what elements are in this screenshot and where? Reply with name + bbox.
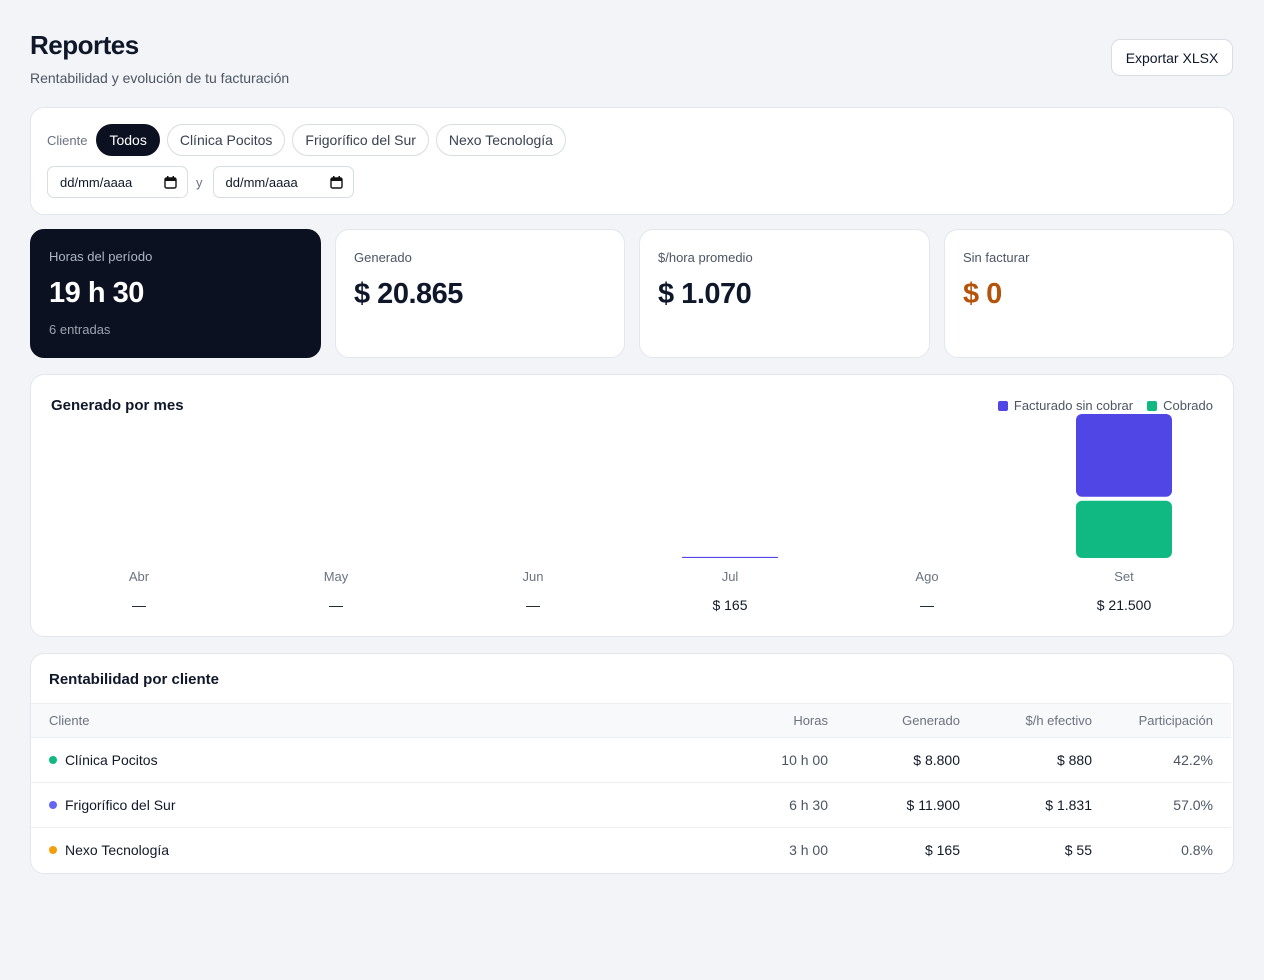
calendar-icon — [164, 175, 177, 189]
client-dot — [49, 756, 57, 764]
table-row: Clínica Pocitos 10 h 00 $ 8.800 $ 880 42.2% — [31, 737, 1231, 783]
table-cell: $ 8.800 — [829, 737, 961, 783]
bar-segment — [1076, 414, 1172, 497]
stat-value: $ 1.070 — [658, 278, 752, 310]
stat-value: $ 20.865 — [354, 278, 463, 310]
stat-note: 6 entradas — [49, 322, 111, 337]
stat-label: $/hora promedio — [658, 250, 753, 265]
client-name: Frigorífico del Sur — [65, 797, 176, 813]
client-table: Cliente Horas Generado $/h efectivo Particip… — [31, 703, 1231, 873]
table-title: Rentabilidad por cliente — [49, 671, 220, 688]
legend: Facturado sin cobrar Cobrado — [997, 398, 1213, 413]
table-row: Frigorífico del Sur 6 h 30 $ 11.900 $ 1.831… — [31, 782, 1231, 828]
client-chip[interactable]: Todos — [96, 124, 160, 156]
stat-label: Generado — [354, 250, 412, 265]
chart: Abr — May — Jun — Jul $ 165 Ago — Set $ 21.500 — [129, 414, 1172, 613]
bar-segment — [682, 556, 778, 558]
page-subtitle: Rentabilidad y evolución de tu facturaci… — [30, 70, 290, 86]
table-cell: 42.2% — [1093, 737, 1231, 783]
x-tick-label: Jul — [722, 569, 739, 584]
date-from[interactable]: dd/mm/aaaa — [47, 166, 188, 198]
client-cell: Clínica Pocitos — [31, 737, 697, 783]
legend-item: Facturado sin cobrar — [997, 398, 1134, 413]
legend-label: Cobrado — [1163, 398, 1213, 413]
value-label: $ 165 — [712, 597, 747, 613]
table-cell: $ 1.831 — [961, 782, 1093, 828]
table-cell: $ 11.900 — [829, 782, 961, 828]
column-header: Participación — [1093, 703, 1231, 738]
client-name: Nexo Tecnología — [65, 842, 170, 859]
x-tick-label: Ago — [915, 569, 938, 584]
stat-label: Horas del período — [49, 249, 153, 264]
value-label: $ 21.500 — [1097, 597, 1152, 613]
date-range: dd/mm/aaaa y dd/mm/aaaa — [47, 166, 354, 198]
value-label: — — [132, 597, 146, 613]
date-separator: y — [196, 174, 203, 190]
table-body: Clínica Pocitos 10 h 00 $ 8.800 $ 880 42.2% F… — [31, 737, 1231, 873]
stat-value: 19 h 30 — [49, 277, 144, 309]
filter-card: Cliente Todos Clínica Pocitos Frigorífic… — [30, 107, 1234, 215]
client-dot — [49, 846, 57, 855]
legend-swatch — [997, 401, 1008, 411]
table-card: Rentabilidad por cliente Cliente Horas Gen… — [30, 653, 1234, 874]
date-to-text: dd/mm/aaaa — [225, 174, 298, 190]
date-to[interactable]: dd/mm/aaaa — [212, 166, 354, 198]
export-button[interactable]: Exportar XLSX — [1111, 39, 1233, 76]
client-label: Cliente — [47, 132, 88, 148]
client-chip[interactable]: Frigorífico del Sur — [292, 124, 429, 156]
stat-card: Sin facturar $ 0 — [944, 229, 1234, 358]
client-name: Clínica Pocitos — [65, 752, 158, 768]
client-chip[interactable]: Nexo Tecnología — [435, 124, 566, 156]
calendar-icon — [329, 175, 343, 189]
client-cell: Frigorífico del Sur — [31, 782, 697, 828]
table-cell: $ 55 — [1064, 842, 1092, 859]
value-label: — — [526, 597, 540, 613]
client-filter: Cliente Todos Clínica Pocitos Frigorífic… — [47, 124, 566, 156]
stat-card: Horas del período 19 h 30 6 entradas — [30, 229, 321, 358]
page-title: Reportes — [30, 30, 139, 60]
table-row: Nexo Tecnología 3 h 00 $ 165 $ 55 0.8% — [31, 828, 1231, 873]
client-dot — [49, 801, 57, 809]
table-cell: 10 h 00 — [697, 737, 829, 783]
table-header: Cliente Horas Generado $/h efectivo Particip… — [31, 703, 1231, 738]
client-cell: Nexo Tecnología — [31, 828, 697, 873]
chart-title: Generado por mes — [51, 397, 184, 414]
column-header: Horas — [697, 703, 829, 738]
client-chip[interactable]: Clínica Pocitos — [166, 124, 286, 156]
table-cell: 3 h 00 — [789, 842, 828, 859]
value-label: — — [920, 597, 934, 613]
chart-card: Generado por mes Facturado sin cobrar Cob… — [30, 374, 1234, 637]
stat-card: $/hora promedio $ 1.070 — [639, 229, 930, 358]
bar-segment — [1076, 500, 1172, 558]
table-cell: 6 h 30 — [697, 782, 829, 828]
x-tick-label: Set — [1114, 569, 1134, 584]
stat-label: Sin facturar — [963, 250, 1030, 265]
column-header: $/h efectivo — [961, 703, 1093, 738]
legend-item: Cobrado — [1147, 398, 1213, 413]
stat-value: $ 0 — [963, 278, 1002, 310]
legend-swatch — [1147, 401, 1158, 411]
column-header: Generado — [829, 703, 961, 738]
x-tick-label: Jun — [523, 569, 544, 584]
value-label: — — [329, 597, 343, 613]
table-cell: $ 165 — [924, 842, 960, 859]
stat-card: Generado $ 20.865 — [335, 229, 625, 358]
date-from-text: dd/mm/aaaa — [60, 174, 133, 190]
column-header: Cliente — [31, 703, 697, 738]
table-cell: $ 880 — [961, 737, 1093, 783]
table-cell: 57.0% — [1093, 782, 1231, 828]
legend-label: Facturado sin cobrar — [1013, 398, 1134, 413]
table-cell: 0.8% — [1181, 842, 1213, 859]
x-tick-label: May — [324, 569, 349, 584]
x-tick-label: Abr — [129, 569, 150, 584]
